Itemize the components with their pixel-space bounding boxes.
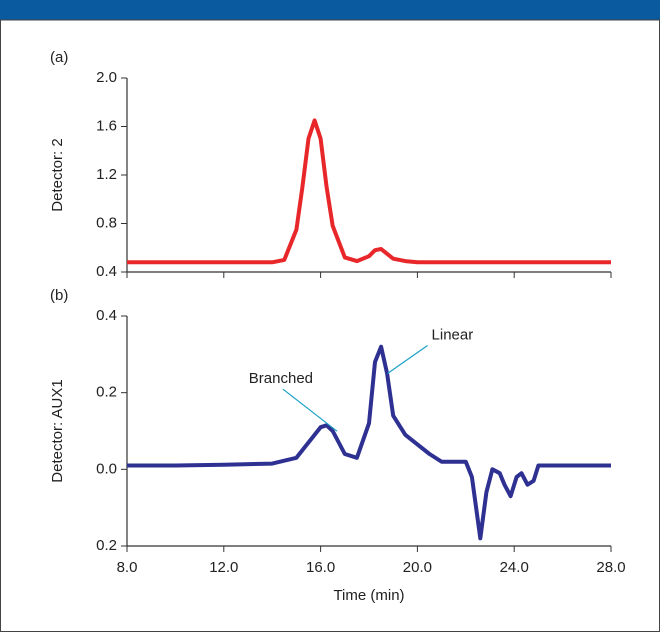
y-tick-label: 1.2 <box>96 166 117 183</box>
y-tick-label: 1.6 <box>96 117 117 134</box>
data-line <box>127 344 611 541</box>
panel-label: (b) <box>50 287 68 304</box>
y-tick-label: 0.0 <box>96 460 117 477</box>
y-tick-label: 2.0 <box>96 69 117 86</box>
axes <box>126 316 611 547</box>
annotation: Branched <box>249 370 313 387</box>
x-tick-label: 8.0 <box>117 559 138 576</box>
y-tick-label: 0.2 <box>96 537 117 554</box>
annotation-leader <box>387 345 428 374</box>
x-axis-label: Time (min) <box>333 587 404 604</box>
y-tick-label: 0.2 <box>96 384 117 401</box>
x-tick-label: 20.0 <box>403 559 432 576</box>
x-tick-label: 12.0 <box>209 559 238 576</box>
panel-label: (a) <box>50 49 68 66</box>
x-tick-label: 28.0 <box>596 559 625 576</box>
annotation-leader <box>282 388 338 432</box>
y-axis-label: Detector: 2 <box>49 138 66 211</box>
x-tick-label: 24.0 <box>500 559 529 576</box>
data-line <box>127 118 611 265</box>
y-tick-label: 0.8 <box>96 214 117 231</box>
y-tick-label: 0.4 <box>96 263 117 280</box>
header-bar <box>0 0 660 20</box>
annotation: Linear <box>432 326 474 343</box>
y-axis-label: Detector: AUX1 <box>49 379 66 482</box>
x-tick-label: 16.0 <box>306 559 335 576</box>
axes <box>126 78 611 273</box>
y-tick-label: 0.4 <box>96 307 117 324</box>
